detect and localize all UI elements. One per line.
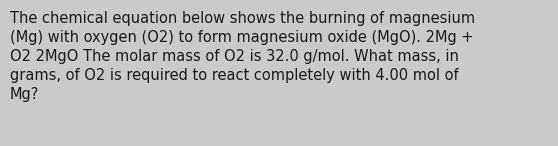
Text: grams, of O2 is required to react completely with 4.00 mol of: grams, of O2 is required to react comple… <box>10 68 459 83</box>
Text: The chemical equation below shows the burning of magnesium: The chemical equation below shows the bu… <box>10 11 475 26</box>
Text: O2 2MgO The molar mass of O2 is 32.0 g/mol. What mass, in: O2 2MgO The molar mass of O2 is 32.0 g/m… <box>10 49 459 64</box>
Text: (Mg) with oxygen (O2) to form magnesium oxide (MgO). 2Mg +: (Mg) with oxygen (O2) to form magnesium … <box>10 30 474 45</box>
Text: Mg?: Mg? <box>10 87 40 102</box>
